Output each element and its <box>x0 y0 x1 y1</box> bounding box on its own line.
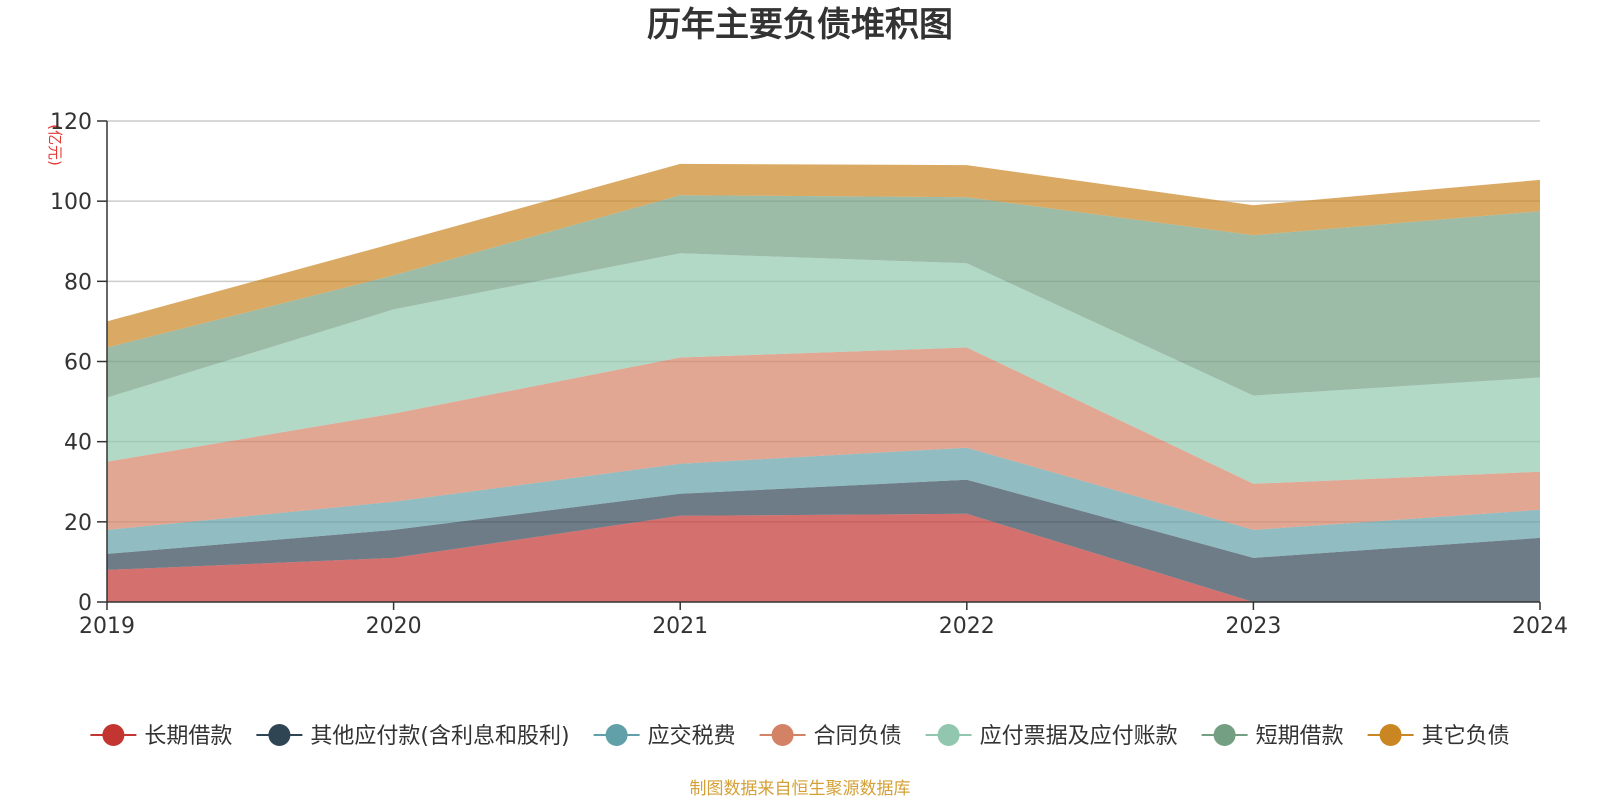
legend-label: 应交税费 <box>648 724 736 749</box>
y-tick-label: 20 <box>64 511 92 536</box>
legend-item[interactable]: 其它负债 <box>1367 724 1510 749</box>
legend-marker <box>771 724 794 746</box>
legend-item[interactable]: 其他应付款(含利息和股利) <box>256 724 570 749</box>
legend-marker <box>102 724 125 746</box>
legend-item[interactable]: 短期借款 <box>1201 724 1344 749</box>
x-tick-label: 2023 <box>1225 614 1281 639</box>
source-note: 制图数据来自恒生聚源数据库 <box>690 779 911 799</box>
x-tick-label: 2019 <box>79 614 135 639</box>
series-area <box>107 347 1540 530</box>
legend-label: 其它负债 <box>1422 724 1510 749</box>
chart-title: 历年主要负债堆积图 <box>647 5 953 45</box>
x-tick-label: 2021 <box>652 614 708 639</box>
series-area <box>107 163 1540 348</box>
y-tick-label: 60 <box>64 351 92 376</box>
y-tick-label: 100 <box>50 190 92 215</box>
legend-marker <box>937 724 960 746</box>
y-tick-label: 40 <box>64 431 92 456</box>
legend-item[interactable]: 长期借款 <box>90 724 232 749</box>
series-area <box>107 195 1540 398</box>
legend-marker <box>268 724 291 746</box>
legend-marker <box>1213 724 1236 746</box>
y-axis-unit: (亿元) <box>46 124 64 166</box>
x-tick-label: 2020 <box>366 614 422 639</box>
legend-label: 应付票据及应付账款 <box>980 724 1178 749</box>
y-tick-label: 0 <box>78 591 92 616</box>
legend-label: 其他应付款(含利息和股利) <box>310 724 569 749</box>
y-tick-label: 80 <box>64 270 92 295</box>
legend-marker <box>605 724 628 746</box>
legend-label: 短期借款 <box>1256 724 1344 749</box>
legend-label: 长期借款 <box>144 724 232 749</box>
series-area <box>107 447 1540 558</box>
legend-item[interactable]: 合同负债 <box>759 724 902 749</box>
legend-label: 合同负债 <box>814 724 902 749</box>
legend-item[interactable]: 应付票据及应付账款 <box>925 724 1178 749</box>
legend: 长期借款 其他应付款(含利息和股利) 应交税费 合同负债 应付票据及应付账款 短期借款 其它… <box>90 724 1510 749</box>
series-areas <box>107 163 1540 602</box>
x-tick-label: 2024 <box>1512 614 1568 639</box>
series-area <box>107 513 1540 602</box>
axes: 0 20 40 60 80 100 120 2019 2020 2021 2022 2023 2024 <box>50 110 1568 639</box>
x-tick-label: 2022 <box>939 614 995 639</box>
legend-marker <box>1379 724 1402 746</box>
series-area <box>107 479 1540 602</box>
series-area <box>107 253 1540 484</box>
y-tick-label: 120 <box>50 110 92 135</box>
legend-item[interactable]: 应交税费 <box>593 724 736 749</box>
